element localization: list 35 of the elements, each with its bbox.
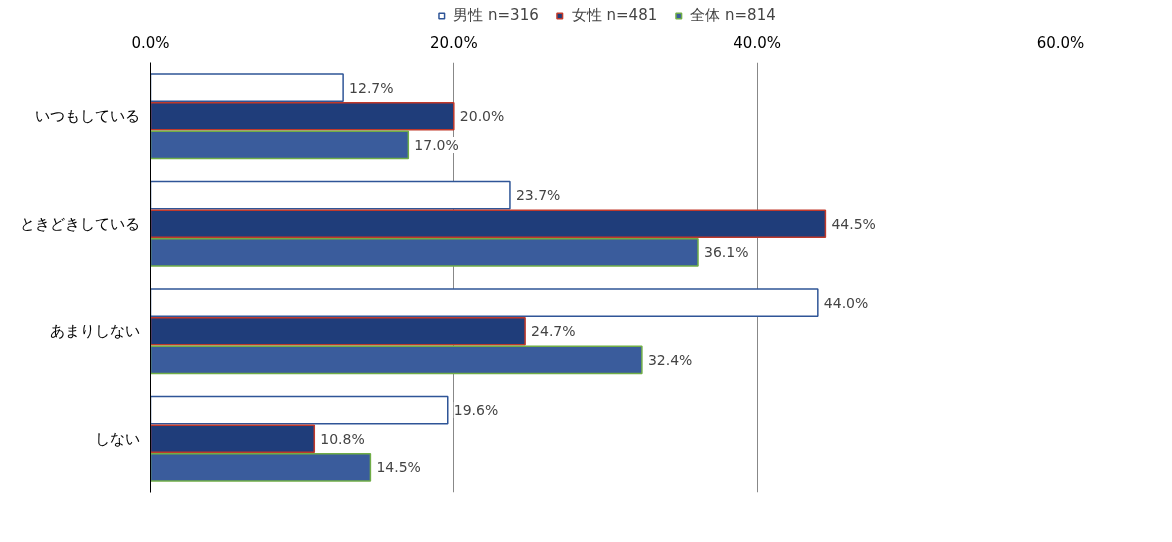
data-label: 10.8% [320,430,365,447]
y-tick-label: いつもしている [34,107,140,126]
x-tick-label: 0.0% [131,33,170,52]
legend-label: 全体 n=814 [690,5,776,25]
legend-label: 男性 n=316 [453,5,539,25]
bar [150,288,819,317]
data-label: 36.1% [704,244,749,261]
bar [150,209,827,239]
bar [150,73,344,102]
data-label: 17.0% [414,136,459,153]
x-tick-label: 20.0% [430,33,478,52]
bar [150,130,410,160]
bar [150,345,643,375]
y-tick-label: ときどきしている [19,214,140,233]
bar [150,424,316,454]
data-label: 44.5% [831,215,876,232]
bar [150,180,511,210]
data-label: 23.7% [515,187,561,204]
data-label: 20.0% [459,108,505,125]
y-tick-label: しない [94,429,140,448]
x-tick-label: 40.0% [733,33,781,52]
data-label: 12.7% [349,79,394,96]
legend-label: 女性 n=481 [571,5,658,25]
data-label: 32.4% [647,351,693,368]
data-label: 14.5% [376,459,421,476]
bar [150,316,526,346]
data-label: 24.7% [531,323,576,340]
data-label: 44.0% [823,294,869,311]
x-tick-label: 60.0% [1036,33,1085,52]
data-label: 19.6% [453,402,499,419]
bar [150,101,455,131]
y-tick-label: あまりしない [49,322,140,341]
bar [150,453,372,482]
bar [150,238,699,267]
bar [150,395,449,425]
